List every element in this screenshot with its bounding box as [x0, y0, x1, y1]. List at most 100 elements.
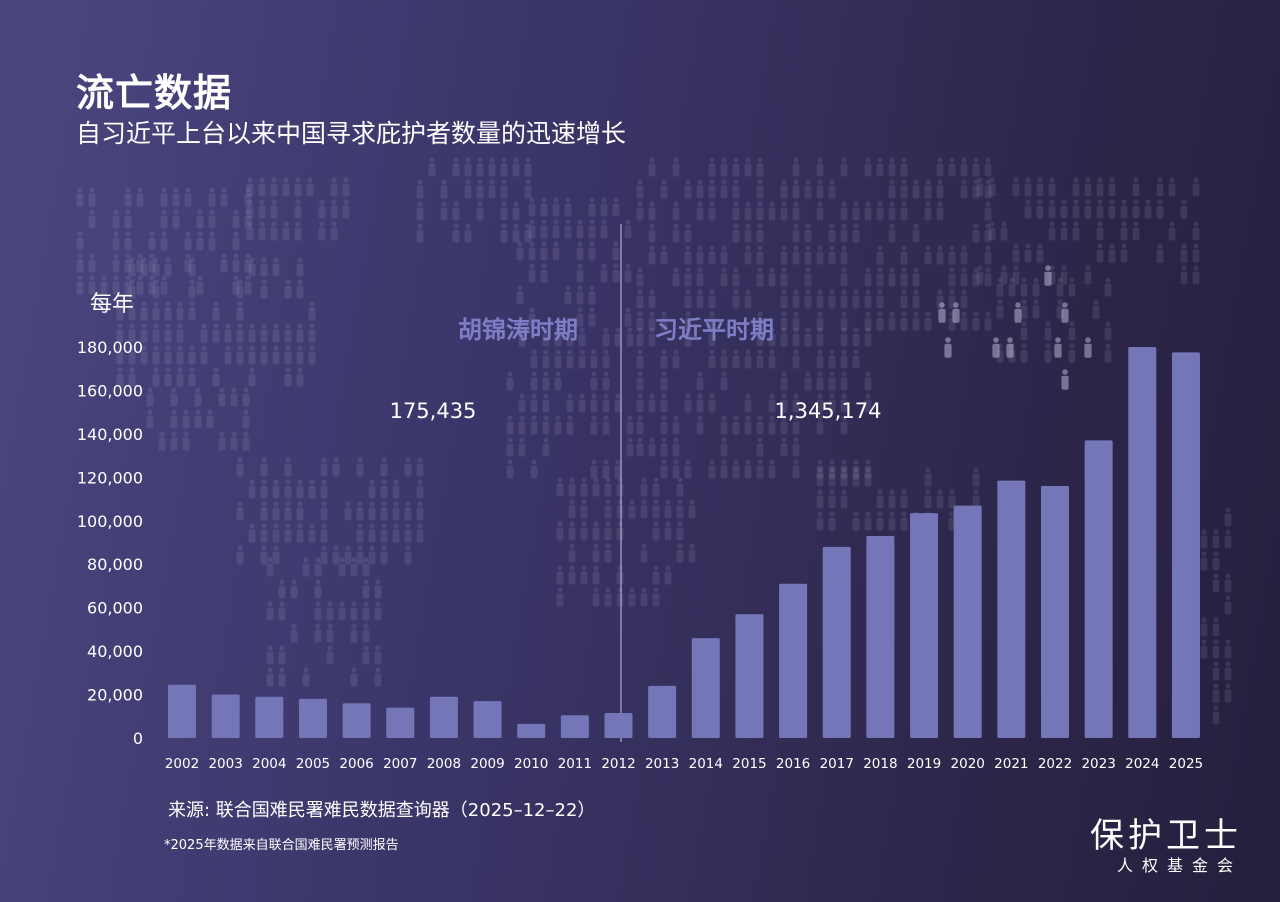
person-figure	[362, 601, 370, 621]
person-figure	[128, 323, 136, 343]
person-figure	[984, 201, 992, 221]
person-figure	[1192, 177, 1200, 197]
x-tick-label: 2016	[776, 756, 810, 772]
person-figure	[380, 479, 388, 499]
person-figure	[684, 267, 692, 287]
person-figure	[936, 157, 944, 177]
person-figure	[530, 393, 538, 413]
person-figure	[258, 221, 266, 241]
person-figure	[1156, 177, 1164, 197]
person-figure	[116, 345, 124, 365]
person-figure	[912, 289, 920, 309]
person-figure	[260, 279, 268, 299]
person-figure	[112, 231, 120, 251]
person-figure	[158, 431, 166, 451]
person-figure	[664, 565, 672, 585]
person-figure	[672, 437, 680, 457]
person-figure	[128, 279, 136, 299]
person-figure	[266, 667, 274, 687]
person-figure	[338, 557, 346, 577]
person-figure	[1180, 199, 1188, 219]
person-figure	[648, 157, 656, 177]
person-figure	[592, 565, 600, 585]
person-figure	[248, 523, 256, 543]
person-figure	[146, 387, 154, 407]
x-tick-label: 2017	[820, 756, 854, 772]
person-figure	[416, 179, 424, 199]
person-figure	[684, 289, 692, 309]
person-figure	[1056, 299, 1064, 319]
bar-2011	[560, 715, 589, 738]
person-figure	[684, 327, 692, 347]
person-figure	[88, 187, 96, 207]
person-figure	[464, 223, 472, 243]
person-figure	[542, 327, 550, 347]
person-figure	[464, 179, 472, 199]
person-figure	[936, 245, 944, 265]
bar-2022	[1041, 486, 1069, 738]
person-figure	[924, 245, 932, 265]
person-figure	[356, 457, 364, 477]
bar-2008	[429, 696, 458, 738]
person-figure	[1096, 199, 1104, 219]
person-figure	[816, 467, 824, 487]
person-figure-highlight	[944, 337, 952, 358]
person-figure	[684, 459, 692, 479]
person-figure	[512, 223, 520, 243]
person-figure	[176, 345, 184, 365]
person-figure	[244, 275, 252, 295]
person-figure	[344, 545, 352, 565]
person-figure	[580, 477, 588, 497]
person-figure	[876, 201, 884, 221]
person-figure	[308, 479, 316, 499]
person-figure	[284, 323, 292, 343]
person-figure	[828, 179, 836, 199]
person-figure	[260, 257, 268, 277]
person-figure	[164, 345, 172, 365]
person-figure	[172, 209, 180, 229]
person-figure	[640, 587, 648, 607]
person-figure	[350, 601, 358, 621]
person-figure	[614, 327, 622, 347]
x-tick-label: 2009	[470, 756, 504, 772]
person-figure	[768, 393, 776, 413]
person-figure	[266, 601, 274, 621]
person-figure	[708, 245, 716, 265]
person-figure	[768, 415, 776, 435]
person-figure	[1132, 177, 1140, 197]
person-figure	[876, 311, 884, 331]
person-figure	[140, 257, 148, 277]
person-figure	[374, 601, 382, 621]
person-figure	[452, 157, 460, 177]
person-figure	[696, 267, 704, 287]
person-figure	[350, 667, 358, 687]
person-figure	[342, 199, 350, 219]
source-note: 来源: 联合国难民署难民数据查询器（2025–12–22）	[168, 800, 596, 821]
person-figure-highlight	[1044, 265, 1052, 286]
person-figure	[604, 543, 612, 563]
person-figure	[564, 285, 572, 305]
bar-2014	[691, 638, 720, 738]
person-figure	[272, 479, 280, 499]
person-figure	[684, 245, 692, 265]
y-tick-label: 160,000	[77, 381, 143, 400]
person-figure	[1092, 299, 1100, 319]
person-figure	[416, 523, 424, 543]
person-figure	[924, 467, 932, 487]
person-figure	[338, 601, 346, 621]
person-figure	[708, 459, 716, 479]
person-figure	[248, 345, 256, 365]
person-figure	[640, 543, 648, 563]
person-figure	[756, 459, 764, 479]
person-figure	[188, 345, 196, 365]
person-figure	[184, 253, 192, 273]
person-figure	[652, 477, 660, 497]
person-figure	[648, 201, 656, 221]
person-figure	[76, 187, 84, 207]
bar-2010	[517, 723, 546, 738]
person-figure	[804, 289, 812, 309]
person-figure	[272, 523, 280, 543]
person-figure	[976, 177, 984, 197]
person-figure	[756, 157, 764, 177]
